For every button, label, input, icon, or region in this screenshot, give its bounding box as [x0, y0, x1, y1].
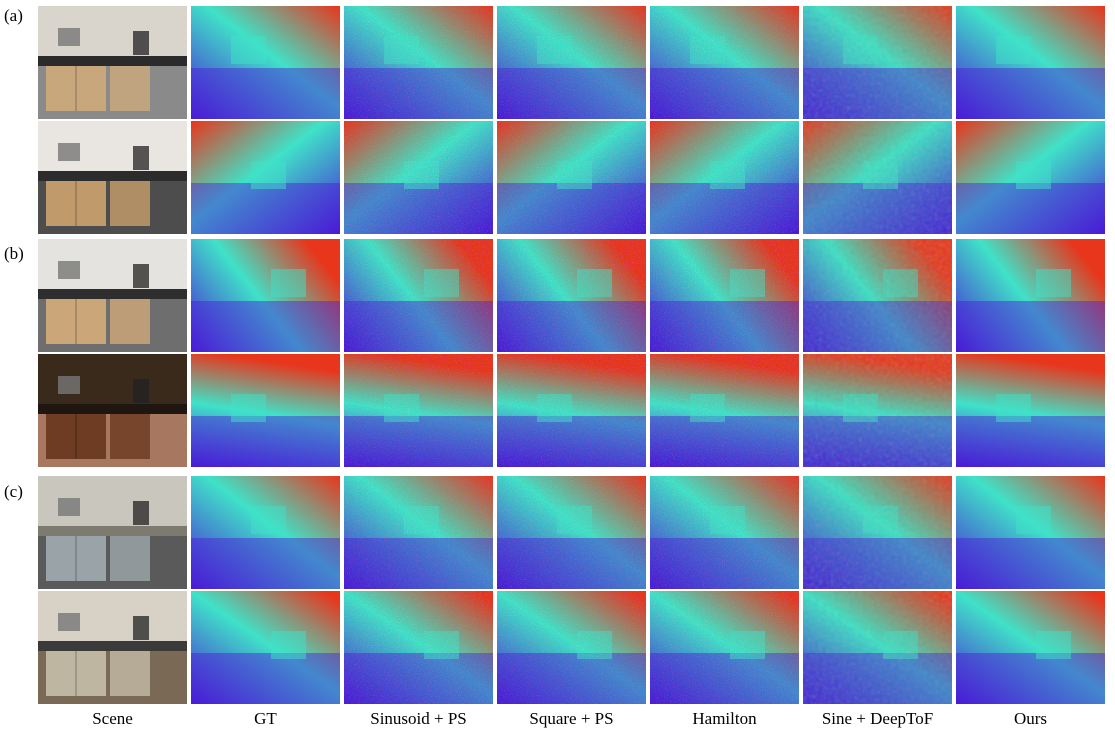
- column-label-gt: GT: [254, 709, 277, 728]
- depth-map-row-2-col-7: [956, 121, 1105, 234]
- depth-map-row-4-col-7: [956, 354, 1105, 467]
- column-label-hamilton: Hamilton: [692, 709, 757, 728]
- depth-map-row-1-col-5: [650, 6, 799, 119]
- scene-image-row-5-col-1: [38, 476, 187, 589]
- depth-map-row-4-col-6: [803, 354, 952, 467]
- depth-map-row-6-col-2: [191, 591, 340, 704]
- column-label-ours: Ours: [1013, 709, 1048, 728]
- depth-map-row-6-col-6: [803, 591, 952, 704]
- depth-map-row-5-col-2: [191, 476, 340, 589]
- depth-map-row-2-col-3: [344, 121, 493, 234]
- depth-map-row-1-col-2: [191, 6, 340, 119]
- column-label-scene: Scene: [92, 709, 133, 728]
- depth-map-row-3-col-6: [803, 239, 952, 352]
- depth-map-row-6-col-7: [956, 591, 1105, 704]
- scene-image-row-2-col-1: [38, 121, 187, 234]
- column-label-sinusoid-ps: Sinusoid + PS: [370, 709, 467, 728]
- depth-map-row-2-col-4: [497, 121, 646, 234]
- depth-map-row-5-col-3: [344, 476, 493, 589]
- scene-image-row-3-col-1: [38, 239, 187, 352]
- scene-image-row-4-col-1: [38, 354, 187, 467]
- group-label-c: (c): [4, 482, 23, 501]
- depth-map-row-4-col-3: [344, 354, 493, 467]
- depth-map-row-3-col-2: [191, 239, 340, 352]
- depth-map-row-1-col-4: [497, 6, 646, 119]
- depth-map-row-3-col-3: [344, 239, 493, 352]
- depth-map-row-1-col-3: [344, 6, 493, 119]
- depth-map-row-2-col-5: [650, 121, 799, 234]
- scene-image-row-1-col-1: [38, 6, 187, 119]
- group-label-b: (b): [4, 244, 24, 263]
- depth-map-row-4-col-2: [191, 354, 340, 467]
- depth-map-row-6-col-3: [344, 591, 493, 704]
- column-label-sine-deeptof: Sine + DeepToF: [821, 709, 934, 728]
- column-label-square-ps: Square + PS: [529, 709, 614, 728]
- depth-map-row-3-col-5: [650, 239, 799, 352]
- depth-map-row-1-col-7: [956, 6, 1105, 119]
- depth-map-row-6-col-5: [650, 591, 799, 704]
- depth-map-row-5-col-5: [650, 476, 799, 589]
- depth-map-row-2-col-6: [803, 121, 952, 234]
- depth-map-row-3-col-4: [497, 239, 646, 352]
- depth-map-row-5-col-6: [803, 476, 952, 589]
- depth-map-row-5-col-7: [956, 476, 1105, 589]
- depth-map-row-1-col-6: [803, 6, 952, 119]
- depth-map-row-4-col-4: [497, 354, 646, 467]
- depth-map-row-4-col-5: [650, 354, 799, 467]
- depth-map-row-6-col-4: [497, 591, 646, 704]
- depth-map-row-5-col-4: [497, 476, 646, 589]
- scene-image-row-6-col-1: [38, 591, 187, 704]
- depth-map-row-2-col-2: [191, 121, 340, 234]
- depth-map-row-3-col-7: [956, 239, 1105, 352]
- group-label-a: (a): [4, 6, 23, 25]
